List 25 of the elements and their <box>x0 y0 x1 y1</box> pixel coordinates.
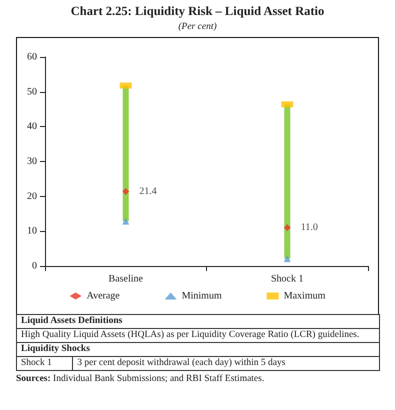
y-tick-label: 60 <box>27 52 37 62</box>
text: Liquidity Shocks <box>16 342 380 356</box>
y-tick-label: 20 <box>27 190 37 202</box>
legend-label: Maximum <box>284 290 326 302</box>
text: Liquid Assets Definitions <box>16 314 380 328</box>
text: 3 per cent deposit withdrawal (each day) within 5 days <box>72 356 380 370</box>
y-tick-label: 10 <box>27 226 37 237</box>
y-tick-label: 50 <box>27 86 37 98</box>
text: Shock 1 <box>16 356 73 370</box>
point <box>284 224 291 232</box>
text: High Quality Liquid Assets (HQLAs) as per Liquidity Coverage Ratio (LCR) guidelines. <box>16 328 380 342</box>
data-label: 21.4 <box>139 186 157 197</box>
legend-label: Average <box>86 290 120 302</box>
x-tick-label: Baseline <box>108 274 144 284</box>
data-label: 11.0 <box>300 222 318 234</box>
point <box>122 218 130 225</box>
chart-subtitle: (Per cent) <box>177 22 218 32</box>
y-tick-label: 30 <box>27 156 37 167</box>
point <box>122 188 130 195</box>
point <box>284 255 291 262</box>
legend-label: Minimum <box>182 290 222 302</box>
y-tick-label: 0 <box>32 260 37 272</box>
chart-title: Chart 2.25: Liquidity Risk – Liquid Asset Ratio <box>70 4 326 19</box>
y-tick-label: 40 <box>27 121 37 132</box>
source-note: Sources: Individual Bank Submissions; and RBI Staff Estimates. <box>16 374 264 384</box>
